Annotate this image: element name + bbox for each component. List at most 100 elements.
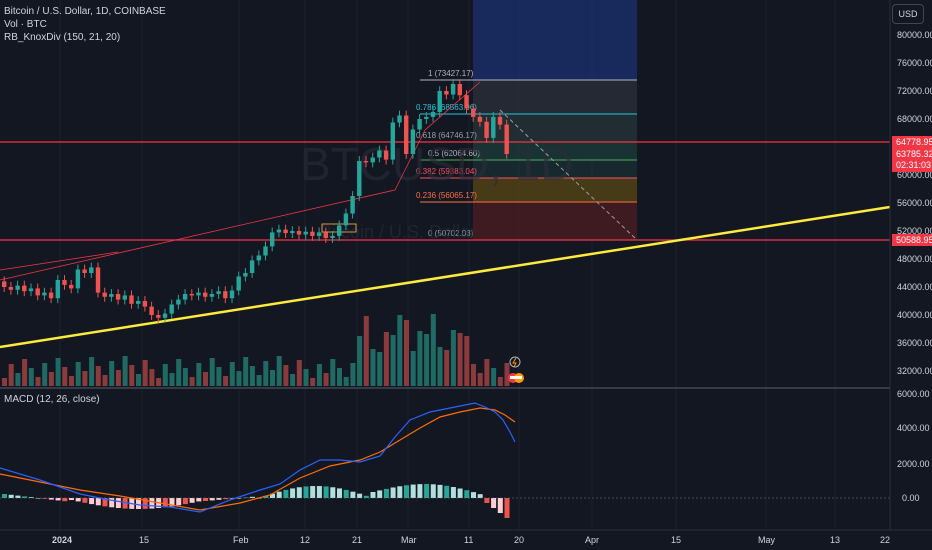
svg-text:15: 15 [671,535,681,545]
macd-histogram-bar [182,498,188,505]
trendline-red-1[interactable] [0,251,119,271]
macd-legend[interactable]: MACD (12, 26, close) [4,394,100,405]
price-axis[interactable] [890,0,932,530]
candle-body [296,231,302,235]
tag-level-low [892,234,932,246]
macd-histogram-bar [404,485,409,498]
tag-level-low-text: 50588.95 [896,235,932,245]
volume-bar [424,334,430,386]
trendline-red-3[interactable] [394,129,426,191]
svg-text:Apr: Apr [585,535,599,545]
macd-histogram-bar [310,486,316,498]
volume-bar [290,374,296,386]
macd-histogram-bar [417,484,423,498]
macd-histogram-bar [457,488,463,498]
candle-body [303,231,308,235]
macd-histogram-bar [75,498,81,502]
candle-body [169,304,174,314]
candle-body [115,294,121,300]
volume-legend[interactable]: Vol · BTC [4,19,47,30]
indicator-legend[interactable]: RB_KnoxDiv (150, 21, 20) [4,32,121,43]
candle-body [484,121,489,138]
volume-bar [464,336,470,386]
candle-body [464,95,469,109]
macd-histogram-bar [504,498,510,518]
projection-dashed-line[interactable] [499,109,638,241]
candle-body [377,150,382,158]
macd-histogram-bar [450,487,456,498]
time-axis[interactable] [0,530,932,550]
candle-body [223,291,228,299]
candle-body [330,235,335,238]
candle-body [69,284,74,289]
volume-bar [115,370,121,386]
candle-body [256,255,261,261]
volume-bar [316,364,322,386]
macd-histogram-bar [109,498,115,508]
volume-bar [457,333,463,386]
macd-histogram-bar [337,488,342,498]
candle-body [337,225,342,236]
symbol-legend[interactable]: Bitcoin / U.S. Dollar, 1D, COINBASE [4,6,166,17]
svg-text:13: 13 [830,535,840,545]
candle-body [477,116,483,122]
lightning-icon[interactable] [509,356,521,368]
candle-body [263,246,268,256]
volume-bar [263,361,269,386]
candle-body [229,290,235,299]
volume-bar [417,331,423,386]
tag-level-high-text: 64778.95 [896,137,932,147]
candle-body [457,84,462,96]
candle-body [343,213,349,226]
volume-bar [471,364,476,386]
currency-button[interactable]: USD [892,4,924,24]
volume-bar [35,377,41,386]
volume-bar [256,375,262,386]
candle-body [290,231,295,234]
candle-body [189,294,194,296]
macd-histogram-bar [82,498,88,503]
tag-last-price-text: 63785.32 [896,149,932,159]
volume-bar [350,363,356,386]
svg-text:2000.00: 2000.00 [897,459,930,469]
macd-histogram-bar [189,498,195,503]
earnings-icon[interactable] [508,373,524,383]
trendline-yellow[interactable] [0,205,891,349]
fib-retracement[interactable]: 1 (73427.17) 0.786 (68563.96) 0.618 (647… [416,0,637,241]
candle-body [162,313,168,318]
svg-text:11: 11 [464,535,473,545]
volume-bar [357,336,363,386]
trendline-red-4[interactable] [424,81,481,131]
macd-histogram-bar [196,498,202,502]
time-axis-labels: 2024 15 Feb 12 21 Mar 11 20 Apr 15 May 1… [52,535,890,545]
candle-body [176,299,181,305]
macd-histogram-bar [122,498,128,509]
svg-text:4000.00: 4000.00 [897,423,930,433]
macd-histogram-bar [370,492,376,498]
volume-bar [497,377,503,386]
grid [59,0,836,530]
macd-histogram-bar [42,498,48,499]
macd-histogram-bar [377,490,383,498]
macd-histogram-bar [28,497,34,498]
price-tick-label: 80000.00 [897,30,932,40]
candle-body [196,292,201,296]
candle-body [363,161,369,163]
candle-body [444,91,449,95]
volume-bar [69,376,74,386]
candle-body [15,285,20,290]
macd-histogram-bar [2,494,7,498]
candle-body [55,280,60,299]
candle-body [243,273,248,277]
candle-body [149,306,154,315]
macd-histogram-bar [350,491,356,498]
volume-bar [276,356,282,386]
candle-body [276,229,282,233]
macd-histogram-bar [62,498,68,502]
candle-body [28,288,34,292]
watermark-name: Bitcoin / U.S. Dollar [320,222,476,242]
trendline-red-2[interactable] [0,189,396,281]
macd-histogram-bar [296,487,302,498]
candle-body [182,294,188,300]
